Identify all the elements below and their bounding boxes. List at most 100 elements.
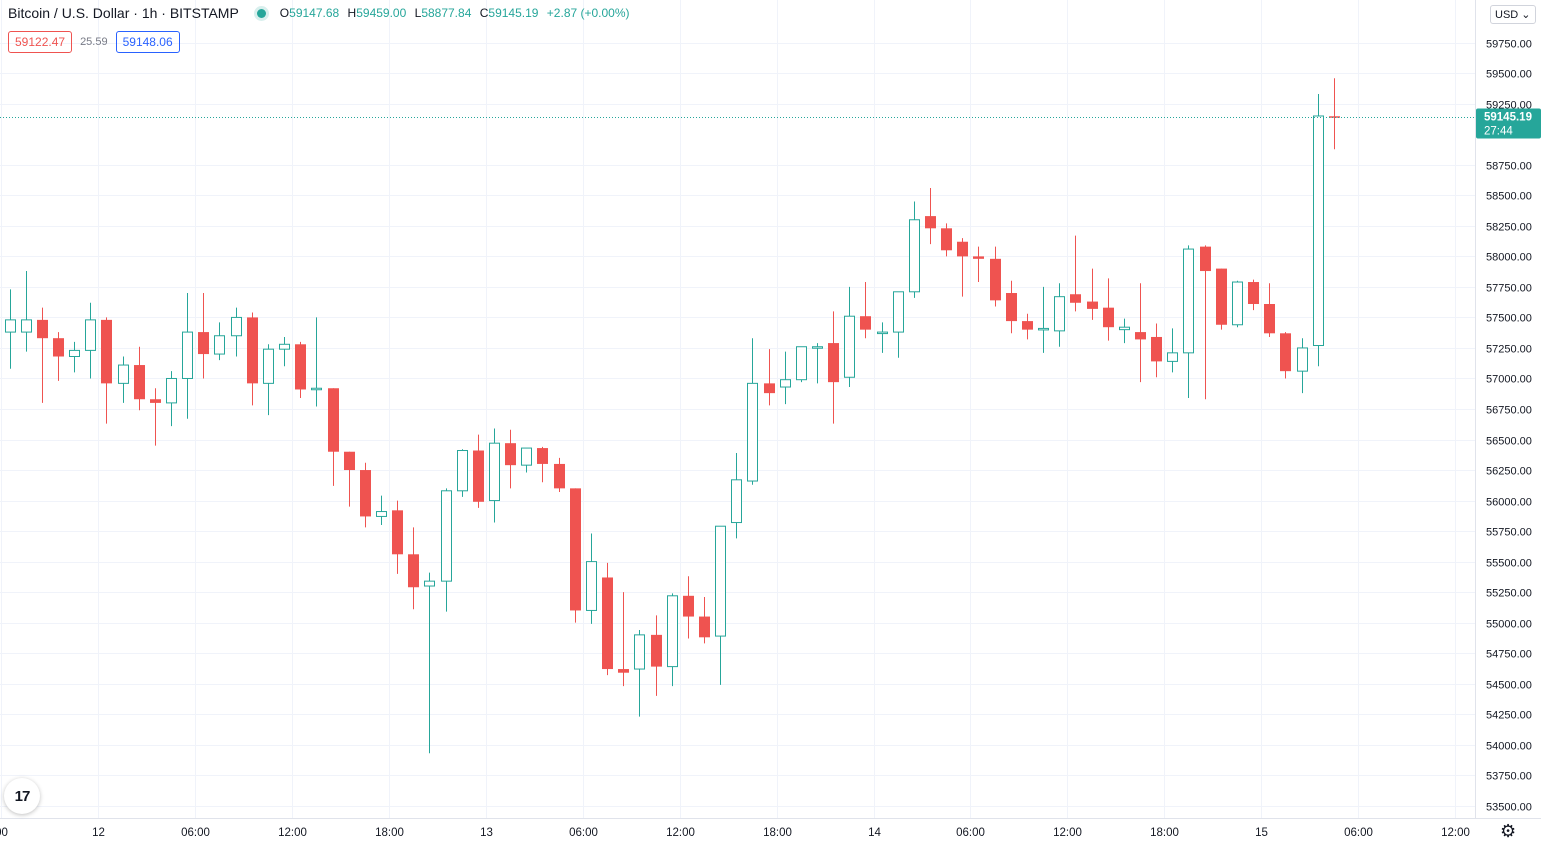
price-tick-label: 58250.00 bbox=[1486, 222, 1532, 234]
candle bbox=[1280, 332, 1291, 379]
time-tick-label: 06:00 bbox=[569, 827, 598, 839]
candle bbox=[812, 343, 823, 384]
candle-body bbox=[812, 346, 823, 349]
price-tick-label: 53500.00 bbox=[1486, 802, 1532, 814]
candle-body bbox=[586, 561, 597, 611]
candle bbox=[505, 429, 516, 489]
high-value: 59459.00 bbox=[356, 6, 407, 20]
candle-body bbox=[570, 488, 581, 611]
gear-icon[interactable]: ⚙ bbox=[1500, 821, 1517, 841]
candle-body bbox=[1103, 307, 1114, 328]
candle-body bbox=[85, 319, 96, 351]
time-tick-label: 00 bbox=[0, 827, 8, 839]
candle bbox=[376, 495, 387, 525]
candle bbox=[828, 311, 839, 424]
candle bbox=[715, 525, 726, 685]
ask-button[interactable]: 59148.06 bbox=[115, 31, 180, 53]
price-tick-label: 57750.00 bbox=[1486, 283, 1532, 295]
change-value: +2.87 (+0.00%) bbox=[546, 6, 630, 20]
candle-body bbox=[1087, 301, 1098, 309]
time-tick-label: 06:00 bbox=[181, 827, 210, 839]
time-tick-label: 12:00 bbox=[1053, 827, 1082, 839]
time-tick-label: 13 bbox=[480, 827, 493, 839]
candle bbox=[1087, 268, 1098, 320]
time-tick-label: 15 bbox=[1255, 827, 1268, 839]
candle bbox=[1248, 279, 1259, 311]
candle-body bbox=[1070, 294, 1081, 303]
candle bbox=[295, 341, 306, 399]
candle-body bbox=[634, 634, 645, 670]
candle bbox=[1135, 283, 1146, 383]
candle bbox=[554, 457, 565, 493]
time-tick-label: 18:00 bbox=[375, 827, 404, 839]
price-tick-label: 58000.00 bbox=[1486, 252, 1532, 264]
candle bbox=[85, 302, 96, 379]
price-tick-label: 55250.00 bbox=[1486, 588, 1532, 600]
candle bbox=[1329, 78, 1340, 150]
market-status-icon[interactable] bbox=[256, 8, 266, 18]
candle bbox=[1006, 280, 1017, 334]
candle-body bbox=[1216, 268, 1227, 325]
price-tick-label: 55750.00 bbox=[1486, 527, 1532, 539]
candle bbox=[37, 307, 48, 403]
candle bbox=[1151, 323, 1162, 378]
candle-body bbox=[715, 525, 726, 637]
candle bbox=[1070, 235, 1081, 312]
candle-body bbox=[1151, 336, 1162, 362]
spread-value: 25.59 bbox=[80, 36, 108, 48]
last-price-marker: 59145.19 27:44 bbox=[0, 108, 1541, 139]
candle bbox=[231, 307, 242, 357]
candle-body bbox=[1135, 332, 1146, 340]
candle-body bbox=[1167, 352, 1178, 362]
candle-body bbox=[344, 451, 355, 471]
candle-body bbox=[1313, 115, 1324, 347]
candle-body bbox=[1264, 304, 1275, 334]
candle-body bbox=[1200, 246, 1211, 272]
candle bbox=[101, 317, 112, 424]
candle bbox=[941, 223, 952, 257]
time-tick-label: 18:00 bbox=[1150, 827, 1179, 839]
candle bbox=[441, 488, 452, 612]
symbol-title[interactable]: Bitcoin / U.S. Dollar · 1h · BITSTAMP bbox=[8, 5, 239, 21]
candle-body bbox=[957, 241, 968, 257]
candle-body bbox=[1248, 282, 1259, 305]
candle bbox=[328, 388, 339, 486]
price-tick-label: 54750.00 bbox=[1486, 649, 1532, 661]
price-tick-label: 58500.00 bbox=[1486, 191, 1532, 203]
time-axis[interactable]: 00 12 06:00 12:00 18:00 13 06:00 12:00 18:00 14 06… bbox=[0, 827, 1470, 839]
candle-body bbox=[1054, 296, 1065, 332]
candle-body bbox=[780, 379, 791, 388]
candle-body bbox=[602, 577, 613, 670]
candle bbox=[925, 188, 936, 245]
candle-body bbox=[5, 319, 16, 333]
candle bbox=[1200, 245, 1211, 400]
price-tick-label: 53750.00 bbox=[1486, 771, 1532, 783]
candle bbox=[1054, 283, 1065, 347]
currency-selector[interactable]: USD ⌄ bbox=[1490, 5, 1536, 24]
candle bbox=[796, 346, 807, 383]
candle-body bbox=[828, 343, 839, 383]
bid-button[interactable]: 59122.47 bbox=[8, 31, 73, 53]
candle bbox=[634, 629, 645, 717]
candle-body bbox=[1006, 293, 1017, 322]
candle bbox=[602, 562, 613, 676]
candle-body bbox=[1038, 327, 1049, 331]
candle-body bbox=[311, 387, 322, 391]
candle bbox=[1297, 338, 1308, 394]
price-tick-label: 55500.00 bbox=[1486, 558, 1532, 570]
grid-lines bbox=[0, 0, 1475, 818]
tradingview-logo-icon[interactable]: 17 bbox=[4, 778, 40, 814]
candle bbox=[150, 388, 161, 446]
price-tick-label: 58750.00 bbox=[1486, 161, 1532, 173]
candle-body bbox=[1232, 281, 1243, 326]
candle bbox=[747, 338, 758, 485]
candle-body bbox=[150, 399, 161, 403]
candle bbox=[182, 293, 193, 419]
last-price-label: 59145.19 bbox=[1484, 112, 1532, 124]
candle-body bbox=[860, 316, 871, 330]
candle-body bbox=[392, 510, 403, 555]
price-tick-label: 54500.00 bbox=[1486, 680, 1532, 692]
candle-body bbox=[263, 348, 274, 384]
price-axis[interactable]: 53500.00 53750.00 54000.00 54250.00 54500.00… bbox=[1486, 39, 1532, 814]
